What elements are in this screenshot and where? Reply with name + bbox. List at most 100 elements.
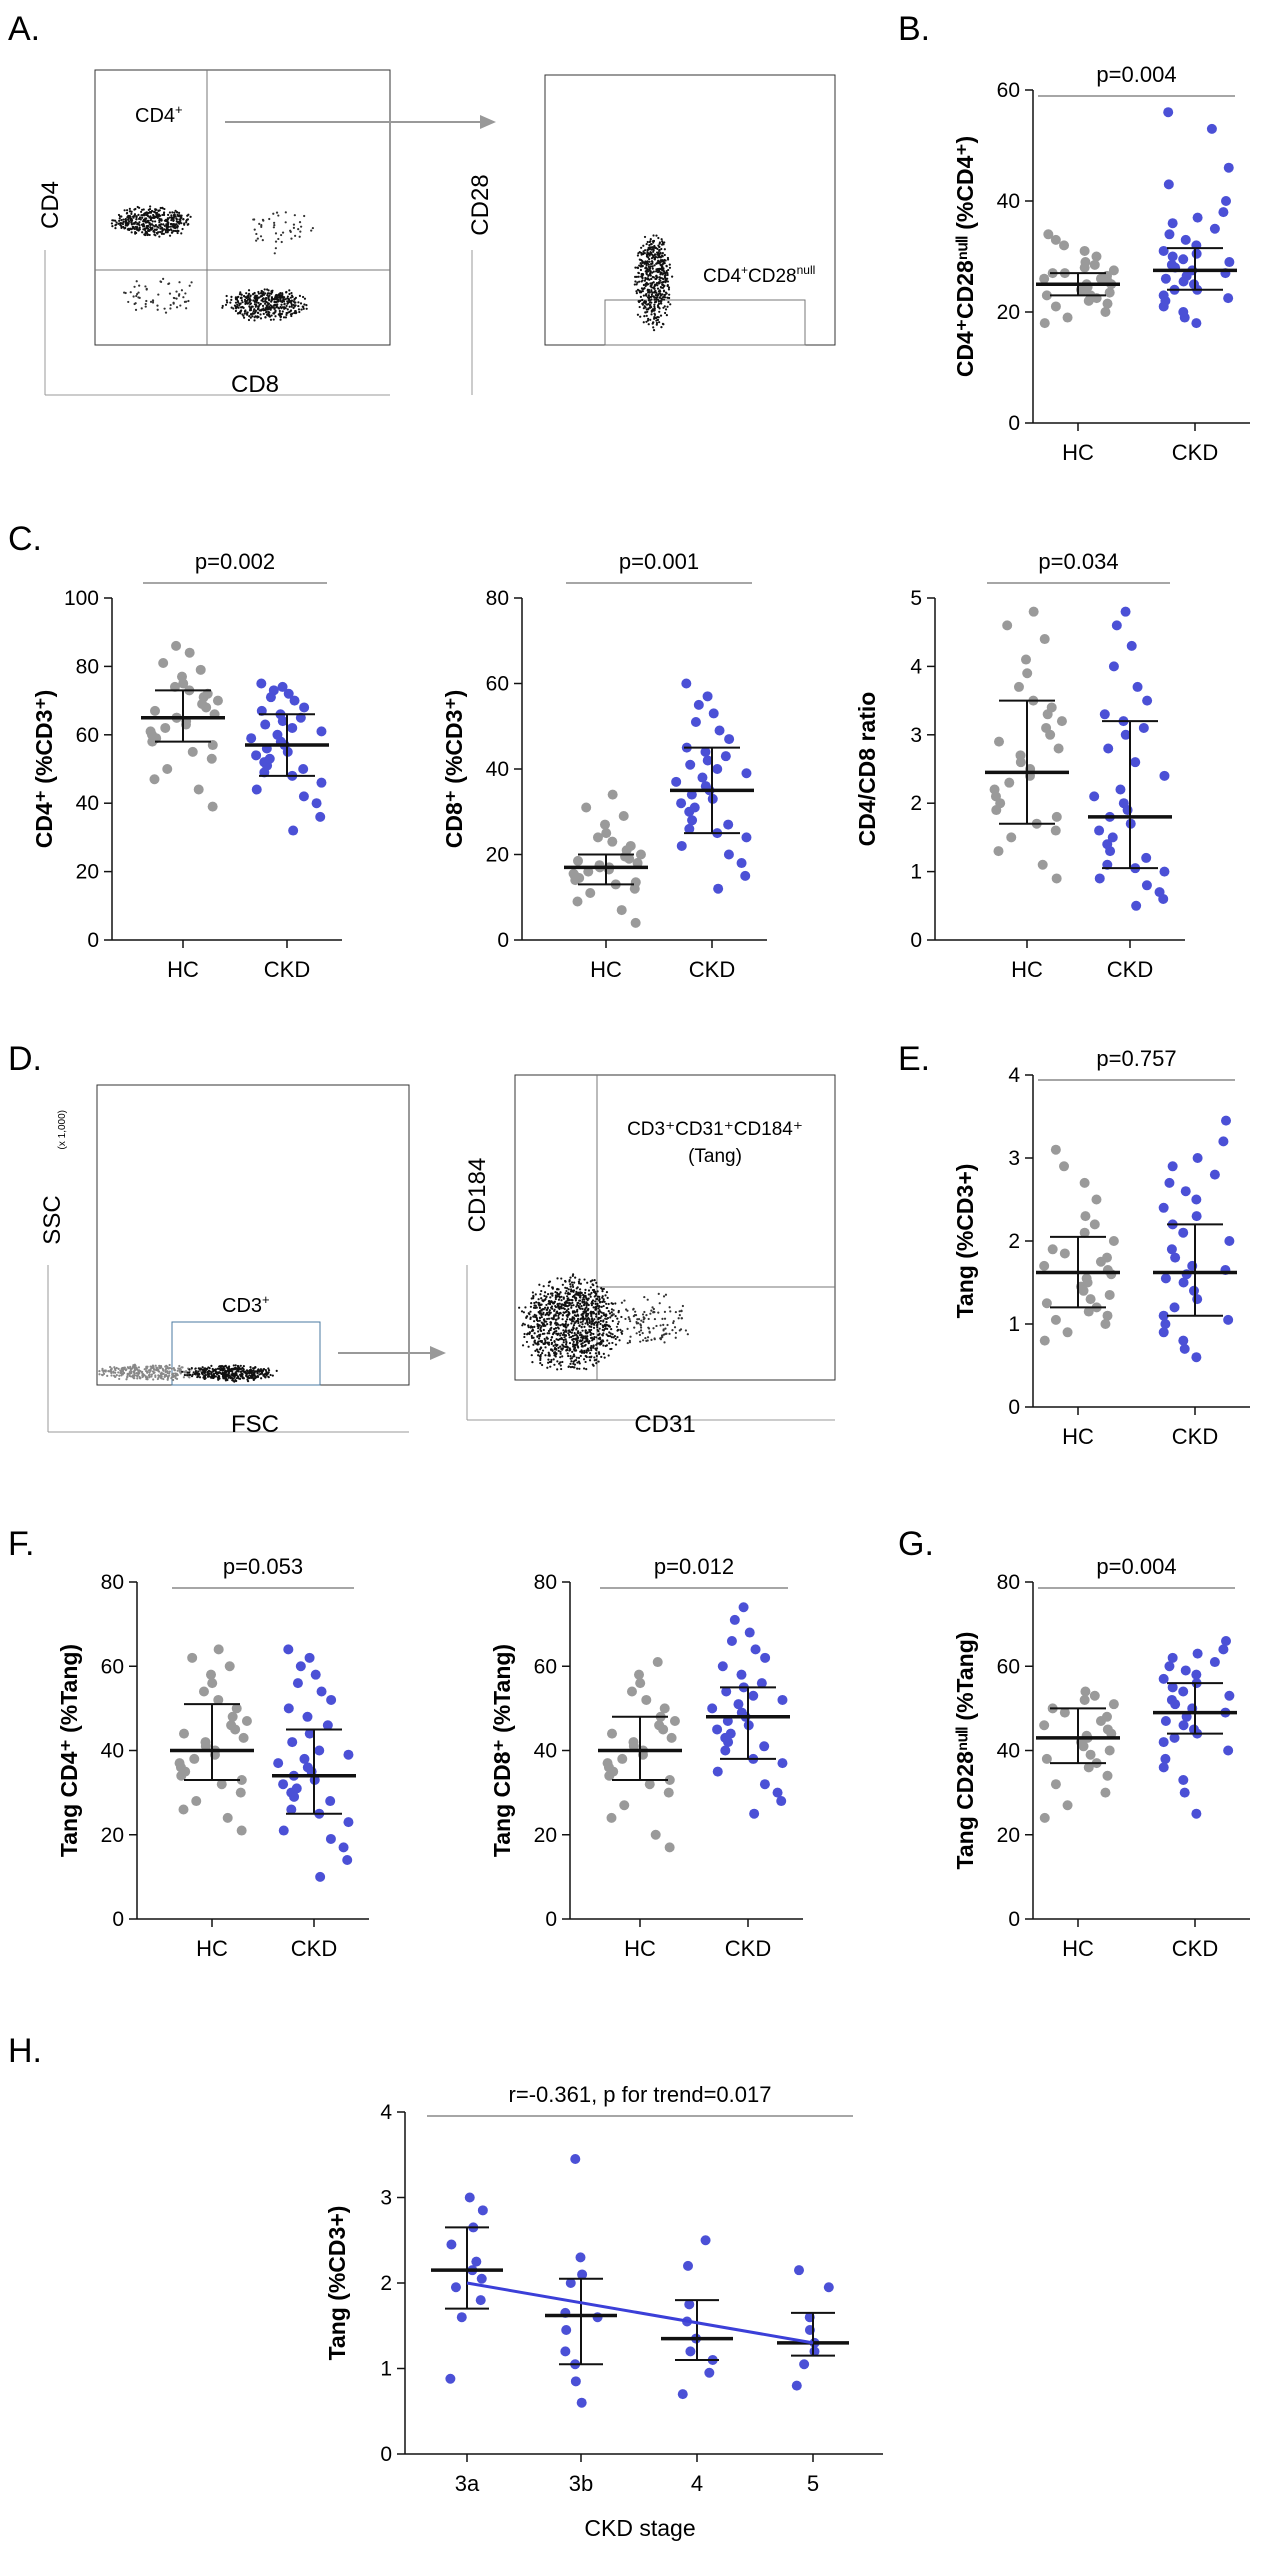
event-dot <box>562 1331 565 1335</box>
event-dot <box>602 1312 605 1315</box>
event-dot <box>627 1316 630 1319</box>
event-dot <box>665 265 668 268</box>
data-point <box>689 802 700 813</box>
x-tick-label: HC <box>167 957 199 982</box>
event-dot <box>184 292 187 295</box>
event-dot <box>258 1370 261 1373</box>
event-dot <box>602 1329 605 1332</box>
event-dot <box>643 1295 646 1299</box>
event-dot <box>638 305 641 309</box>
event-dot <box>642 307 645 310</box>
event-dot <box>145 227 148 230</box>
event-dot <box>580 1349 583 1352</box>
event-dot <box>641 287 644 290</box>
data-point <box>450 2282 461 2293</box>
event-dot <box>559 1352 562 1355</box>
event-dot <box>558 1302 561 1305</box>
event-dot <box>294 311 297 315</box>
data-point <box>1141 852 1152 863</box>
event-dot <box>666 284 669 288</box>
event-dot <box>126 1373 129 1376</box>
trend-line <box>466 2281 814 2345</box>
event-dot <box>575 1292 578 1295</box>
event-dot <box>554 1294 557 1297</box>
event-dot <box>550 1342 553 1346</box>
data-point <box>585 887 596 898</box>
event-dot <box>210 1375 213 1378</box>
data-point <box>740 870 751 881</box>
event-dot <box>657 1311 660 1314</box>
data-point <box>198 1686 209 1697</box>
event-dot <box>660 293 663 296</box>
event-dot <box>174 1372 177 1375</box>
event-dot <box>592 1311 595 1314</box>
data-point <box>213 1694 224 1705</box>
event-dot <box>565 1318 569 1321</box>
y-axis-label: Tang CD8⁺ (%Tang) <box>489 1644 515 1857</box>
event-dot <box>227 1376 230 1379</box>
event-dot <box>642 1320 645 1324</box>
event-dot <box>564 1345 567 1348</box>
data-point <box>1178 1774 1189 1785</box>
event-dot <box>562 1311 565 1314</box>
event-dot <box>605 1333 608 1336</box>
x-tick-label: HC <box>1062 1424 1094 1449</box>
event-dot <box>259 313 262 316</box>
event-dot <box>274 315 277 318</box>
event-dot <box>605 1302 608 1305</box>
event-dot <box>249 294 252 297</box>
y-tick-label: 80 <box>534 1571 557 1594</box>
event-dot <box>153 233 156 236</box>
event-dot <box>654 300 658 303</box>
event-dot <box>242 316 246 319</box>
data-point <box>664 1774 675 1785</box>
event-dot <box>142 218 145 221</box>
y-axis-label: CD4⁺ (%CD3⁺) <box>31 690 57 848</box>
event-dot <box>234 309 238 313</box>
data-point <box>1041 1753 1052 1764</box>
event-dot <box>162 211 166 214</box>
event-dot <box>635 283 638 286</box>
arrow-head-icon <box>430 1346 446 1360</box>
event-dot <box>149 216 152 219</box>
event-dot <box>545 1336 548 1339</box>
event-dot <box>568 1301 571 1304</box>
y-tick-label: 100 <box>64 587 99 610</box>
event-dot <box>584 1360 587 1364</box>
event-dot <box>547 1343 551 1346</box>
event-dot <box>637 252 640 255</box>
event-dot <box>128 1374 131 1377</box>
event-dot <box>208 1367 211 1370</box>
data-point <box>1108 661 1119 672</box>
event-dot <box>231 1370 234 1373</box>
event-dot <box>140 307 143 310</box>
event-dot <box>170 1367 173 1370</box>
event-dot <box>570 1281 574 1284</box>
event-dot <box>576 1345 580 1348</box>
data-point <box>1209 1657 1220 1668</box>
event-dot <box>238 293 242 296</box>
event-dot <box>666 305 669 308</box>
event-dot <box>179 304 182 307</box>
event-dot <box>531 1291 534 1294</box>
event-dot <box>153 210 156 214</box>
event-dot <box>284 316 288 319</box>
event-dot <box>659 300 662 303</box>
event-dot <box>285 313 288 316</box>
event-dot <box>597 1330 600 1333</box>
event-dot <box>152 1367 155 1371</box>
data-point <box>1167 1682 1178 1693</box>
event-dot <box>650 260 654 263</box>
event-dot <box>143 214 146 217</box>
event-dot <box>236 1369 239 1372</box>
event-dot <box>249 303 252 306</box>
data-point <box>314 1745 325 1756</box>
event-dot <box>650 243 653 246</box>
event-dot <box>587 1297 590 1300</box>
event-dot <box>248 309 252 312</box>
event-dot <box>565 1330 568 1333</box>
event-dot <box>536 1323 539 1326</box>
event-dot <box>194 1367 197 1370</box>
event-dot <box>652 250 655 253</box>
data-point <box>235 1787 246 1798</box>
